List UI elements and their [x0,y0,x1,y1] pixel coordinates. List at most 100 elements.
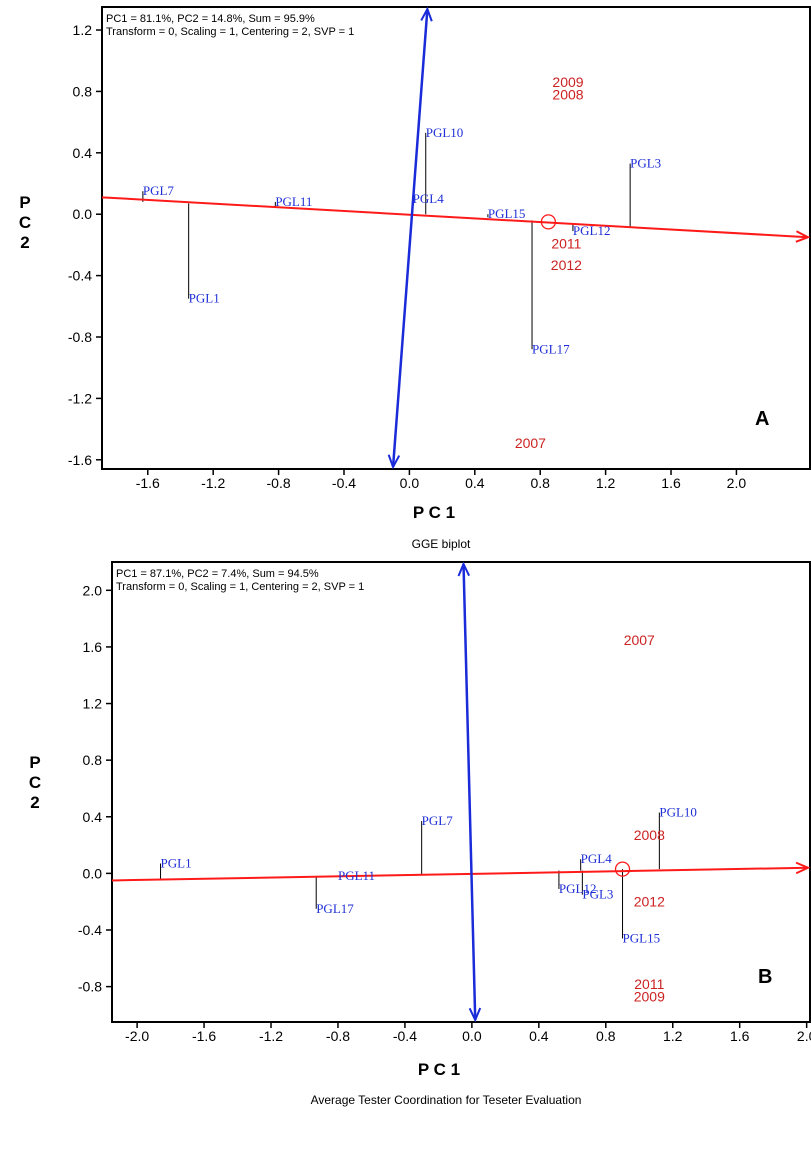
x-tick-label: 0.8 [530,475,550,491]
genotype-label: PGL4 [581,851,613,866]
x-tick-label: 0.4 [529,1028,549,1044]
genotype-label: PGL12 [573,223,611,238]
y-tick-label: 0.0 [73,206,93,222]
x-tick-label: -0.8 [267,475,291,491]
plot-frame [101,6,811,470]
x-tick-label: 2.0 [797,1028,811,1044]
genotype-label: PGL11 [338,868,375,883]
y-axis-label: 2 [30,793,39,812]
average-environment-marker [614,861,631,877]
info-line: PC1 = 87.1%, PC2 = 7.4%, Sum = 94.5% [116,568,319,580]
genotype-label: PGL3 [630,156,661,171]
y-tick-label: 0.4 [83,809,103,825]
genotype-label: PGL4 [413,191,445,206]
panel-label: B [758,966,772,988]
genotype-label: PGL17 [532,341,570,356]
genotype-label: PGL11 [275,194,312,209]
x-tick-label: 0.4 [465,475,485,491]
chart-caption: GGE biplot [412,537,471,551]
genotype-label: PGL7 [143,183,175,198]
biplot-panel-b: -2.0 -1.6 -1.2 -0.8 -0.4 0.0 0.4 0.8 1.2 1.6 2.0 2.… [29,561,811,1107]
environment-label: 2009 [552,74,583,90]
environment-label: 2007 [515,435,546,451]
x-tick-label: -1.6 [136,475,160,491]
y-tick-label: 0.8 [83,752,103,768]
y-tick-label: -1.2 [68,390,92,406]
perpendicular-axis-arrowhead-top [420,7,433,22]
info-line: Transform = 0, Scaling = 1, Centering = … [106,26,354,38]
y-tick-label: -0.4 [68,268,92,284]
y-axis-label: C [29,773,41,792]
y-tick-label: 1.2 [83,696,103,712]
environment-label: 2008 [552,86,583,102]
x-tick-label: -0.8 [326,1028,350,1044]
x-tick-label: -1.6 [192,1028,216,1044]
x-tick-label: 1.2 [596,475,616,491]
plot-frame [111,561,811,1023]
environment-label: 2011 [634,976,664,992]
environment-label: 2009 [634,989,665,1005]
aec-axis-line [112,866,809,882]
y-tick-label: 1.6 [83,639,103,655]
info-line: PC1 = 81.1%, PC2 = 14.8%, Sum = 95.9% [106,13,315,25]
y-axis-label: P [29,753,40,772]
genotype-label: PGL17 [316,901,354,916]
perpendicular-axis-line [462,563,477,1021]
y-axis-label: 2 [20,233,29,252]
x-tick-label: -1.2 [259,1028,283,1044]
y-axis-label: P [19,193,30,212]
y-tick-label: -0.8 [78,979,102,995]
aec-axis-line [102,196,809,239]
x-axis-label: P C 1 [413,503,455,522]
perpendicular-axis-arrowhead-top [457,562,471,577]
genotype-label: PGL1 [161,855,192,870]
genotype-label: PGL10 [426,125,464,140]
x-tick-label: 0.0 [462,1028,482,1044]
genotype-label: PGL10 [659,805,697,820]
x-tick-label: -2.0 [125,1028,149,1044]
chart-caption: Average Tester Coordination for Teseter … [311,1093,582,1107]
y-axis-label: C [19,213,31,232]
x-tick-label: -0.4 [393,1028,417,1044]
x-tick-label: -0.4 [332,475,356,491]
y-tick-label: -1.6 [68,452,92,468]
genotype-label: PGL3 [582,887,613,902]
perpendicular-axis-arrowhead-bottom [468,1007,482,1022]
environment-label: 2011 [551,235,581,251]
aec-axis-arrowhead [795,861,810,875]
genotype-label: PGL12 [559,881,597,896]
aec-axis-arrowhead [795,230,810,243]
y-tick-label: 1.2 [73,22,93,38]
x-tick-label: 1.6 [730,1028,750,1044]
y-tick-label: -0.8 [68,329,92,345]
genotype-label: PGL1 [189,291,220,306]
y-tick-label: 2.0 [83,582,103,598]
y-tick-label: -0.4 [78,922,102,938]
plot-area: PGL7 PGL1 PGL11 PGL10 PGL4 PGL15 PGL3 PGL12 PGL1… [102,7,810,469]
environment-label: 2007 [624,632,655,648]
genotype-label: PGL15 [488,206,526,221]
average-environment-marker [540,214,557,230]
panel-label: A [755,408,769,430]
y-tick-label: 0.8 [73,83,93,99]
x-tick-label: -1.2 [201,475,225,491]
x-tick-label: 0.0 [400,475,420,491]
genotype-label: PGL15 [623,930,661,945]
environment-label: 2012 [634,894,665,910]
x-tick-label: 2.0 [727,475,747,491]
x-axis-label: P C 1 [418,1060,460,1079]
biplot-panel-a: -1.6 -1.2 -0.8 -0.4 0.0 0.4 0.8 1.2 1.6 2.0 1.2 0.8… [19,6,811,551]
environment-label: 2008 [634,827,665,843]
perpendicular-axis-line [391,8,429,468]
genotype-label: PGL7 [422,813,454,828]
info-line: Transform = 0, Scaling = 1, Centering = … [116,581,364,593]
y-tick-label: 0.4 [73,145,93,161]
y-tick-label: 0.0 [83,865,103,881]
x-tick-label: 1.6 [661,475,681,491]
environment-label: 2012 [551,257,582,273]
x-tick-label: 0.8 [596,1028,616,1044]
perpendicular-axis-arrowhead-bottom [387,454,401,469]
x-tick-label: 1.2 [663,1028,683,1044]
